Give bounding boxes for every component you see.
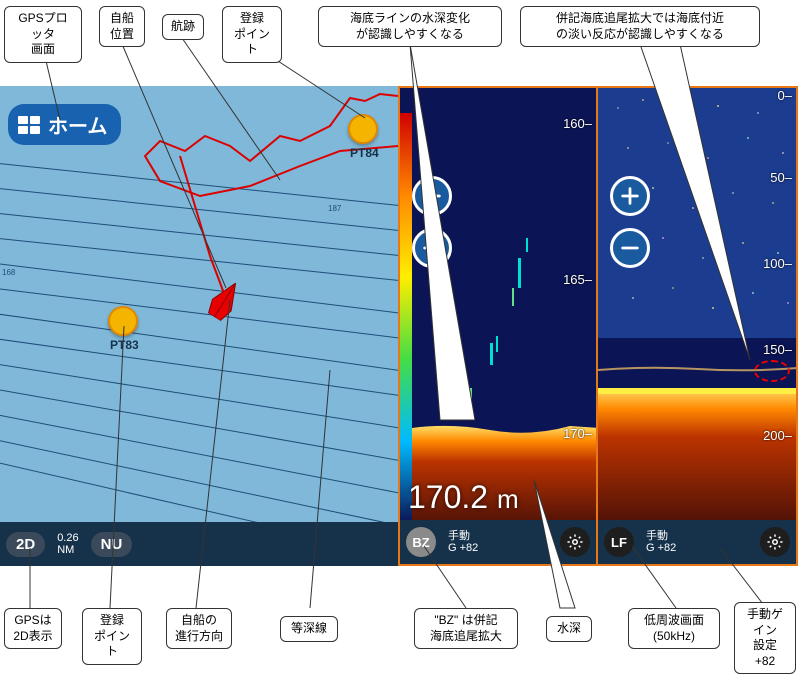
bz-zoom-out-button[interactable] xyxy=(412,228,452,268)
screenshot: 168 187 PT83 PT84 ホーム 2D 0.26 NM xyxy=(0,86,800,566)
distance-unit: NM xyxy=(57,544,78,556)
lf-scale-50: 50– xyxy=(770,170,792,185)
highlight-circle xyxy=(754,360,790,382)
lf-zoom-out-button[interactable] xyxy=(610,228,650,268)
bz-scale-160: 160– xyxy=(563,116,592,131)
lf-settings-button[interactable] xyxy=(760,527,790,557)
waypoint-label-pt84: PT84 xyxy=(350,146,379,160)
callout-gain: 手動ゲイン 設定 +82 xyxy=(734,602,796,674)
sonar-bz-panel: 160– 165– 170– 170.2 m BZ 手動 G +82 xyxy=(398,86,598,566)
minus-icon xyxy=(421,237,443,259)
callout-2d: GPSは 2D表示 xyxy=(4,608,62,649)
gear-icon xyxy=(766,533,784,551)
sonar-lf-panel: 0– 50– 100– 150– 200– LF 手動 G +82 xyxy=(598,86,798,566)
lf-gain-value: G +82 xyxy=(646,542,676,554)
waypoint-pt84[interactable] xyxy=(348,114,378,144)
distance-value: 0.26 xyxy=(57,532,78,544)
lf-scale-200: 200– xyxy=(763,428,792,443)
callout-track: 航跡 xyxy=(162,14,204,40)
callout-depth: 水深 xyxy=(546,616,592,642)
lf-gain-text: 手動 G +82 xyxy=(646,530,676,554)
callout-bz: "BZ" は併記 海底追尾拡大 xyxy=(414,608,518,649)
track-line xyxy=(0,86,398,566)
callout-seabed-line: 海底ラインの水深変化 が認識しやすくなる xyxy=(318,6,502,47)
bz-settings-button[interactable] xyxy=(560,527,590,557)
callout-waypoint-b: 登録 ポイント xyxy=(82,608,142,665)
depth-value: 170.2 xyxy=(408,479,488,515)
home-button[interactable]: ホーム xyxy=(8,104,121,145)
gear-icon xyxy=(566,533,584,551)
depth-unit: m xyxy=(497,484,519,514)
bz-tag[interactable]: BZ xyxy=(406,527,436,557)
lf-zoom-in-button[interactable] xyxy=(610,176,650,216)
plus-icon xyxy=(619,185,641,207)
bz-gain-text: 手動 G +82 xyxy=(448,530,478,554)
bz-zoom-in-button[interactable] xyxy=(412,176,452,216)
callout-waypoint: 登録 ポイント xyxy=(222,6,282,63)
minus-icon xyxy=(619,237,641,259)
lf-bottom-bar: LF 手動 G +82 xyxy=(598,520,796,564)
callout-lf: 低周波画面 (50kHz) xyxy=(628,608,720,649)
mode-nu-button[interactable]: NU xyxy=(91,532,133,557)
sonar-lf-bg xyxy=(598,88,798,566)
bz-gain-value: G +82 xyxy=(448,542,478,554)
bz-scale-165: 165– xyxy=(563,272,592,287)
bz-scale-170: 170– xyxy=(563,426,592,441)
lf-tag[interactable]: LF xyxy=(604,527,634,557)
lf-scale-0: 0– xyxy=(778,88,792,103)
waypoint-pt83[interactable] xyxy=(108,306,138,336)
callout-bz-detail: 併記海底追尾拡大では海底付近 の淡い反応が認識しやすくなる xyxy=(520,6,760,47)
waypoint-label-pt83: PT83 xyxy=(110,338,139,352)
plus-icon xyxy=(421,185,443,207)
callout-gps-plotter: GPSプロッタ 画面 xyxy=(4,6,82,63)
plotter-bottom-bar: 2D 0.26 NM NU xyxy=(0,522,398,566)
lf-scale-150: 150– xyxy=(763,342,792,357)
callout-heading: 自船の 進行方向 xyxy=(166,608,232,649)
home-label: ホーム xyxy=(48,110,107,139)
depth-readout: 170.2 m xyxy=(408,479,519,516)
bz-bottom-bar: BZ 手動 G +82 xyxy=(400,520,596,564)
grid-icon xyxy=(18,116,40,134)
mode-2d-button[interactable]: 2D xyxy=(6,532,45,557)
lf-scale-100: 100– xyxy=(763,256,792,271)
callout-contour: 等深線 xyxy=(280,616,338,642)
distance-text: 0.26 NM xyxy=(57,532,78,556)
lf-gain-mode: 手動 xyxy=(646,530,676,542)
bz-gain-mode: 手動 xyxy=(448,530,478,542)
callout-own-ship: 自船 位置 xyxy=(99,6,145,47)
plotter-panel: 168 187 PT83 PT84 ホーム 2D 0.26 NM xyxy=(0,86,398,566)
